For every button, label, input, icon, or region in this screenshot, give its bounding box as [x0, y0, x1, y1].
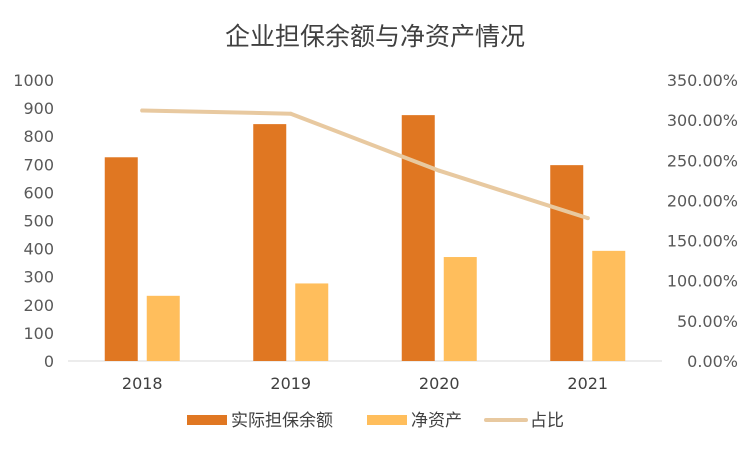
legend-item-guarantee: 实际担保余额: [187, 411, 333, 431]
ratio-line: [140, 108, 590, 221]
right-tick-label: 350.00%: [667, 71, 738, 90]
legend-item-ratio: 占比: [484, 411, 564, 431]
left-tick-label: 1000: [13, 71, 54, 90]
ratio-line-layer: [140, 108, 590, 221]
ratio-point: [437, 168, 442, 173]
left-tick-label: 100: [23, 324, 54, 343]
left-tick-label: 0: [44, 352, 54, 371]
left-tick-label: 200: [23, 296, 54, 315]
right-tick-label: 200.00%: [667, 191, 738, 210]
legend-label: 占比: [530, 411, 564, 431]
right-tick-label: 100.00%: [667, 272, 738, 291]
left-tick-label: 700: [23, 155, 54, 174]
net-assets-bar: [443, 257, 477, 361]
legend-swatch: [367, 415, 407, 425]
ratio-point: [140, 108, 145, 113]
right-tick-label: 50.00%: [677, 312, 738, 331]
bars: [104, 115, 626, 361]
right-axis: 0.00% 50.00% 100.00% 150.00% 200.00% 250.00% 3…: [667, 71, 738, 371]
guarantee-bar: [401, 115, 435, 361]
x-tick-label: 2020: [419, 374, 460, 393]
ratio-point: [585, 216, 590, 221]
net-assets-bar: [146, 295, 180, 361]
ratio-point: [288, 111, 293, 116]
left-tick-label: 300: [23, 268, 54, 287]
legend-swatch: [187, 415, 227, 425]
legend-label: 净资产: [411, 411, 462, 431]
x-tick-label: 2019: [270, 374, 311, 393]
right-tick-label: 300.00%: [667, 111, 738, 130]
x-tick-label: 2018: [122, 374, 163, 393]
guarantee-bar: [104, 157, 138, 361]
left-tick-label: 400: [23, 240, 54, 259]
legend-label: 实际担保余额: [231, 411, 333, 431]
right-tick-label: 150.00%: [667, 232, 738, 251]
right-tick-label: 250.00%: [667, 151, 738, 170]
net-assets-bar: [592, 250, 626, 361]
left-tick-label: 600: [23, 183, 54, 202]
legend-item-net-assets: 净资产: [367, 411, 462, 431]
net-assets-bar: [295, 283, 329, 361]
left-tick-label: 900: [23, 99, 54, 118]
left-axis: 0 100 200 300 400 500 600 700 800 900 1000: [13, 71, 54, 371]
left-tick-label: 800: [23, 127, 54, 146]
x-axis: 2018 2019 2020 2021: [122, 374, 608, 393]
guarantee-bar: [550, 165, 584, 361]
chart-title: 企业担保余额与净资产情况: [225, 22, 525, 51]
guarantee-bar: [253, 124, 287, 361]
right-tick-label: 0.00%: [687, 352, 738, 371]
legend: 实际担保余额 净资产 占比: [187, 411, 564, 431]
left-tick-label: 500: [23, 212, 54, 231]
x-tick-label: 2021: [567, 374, 608, 393]
